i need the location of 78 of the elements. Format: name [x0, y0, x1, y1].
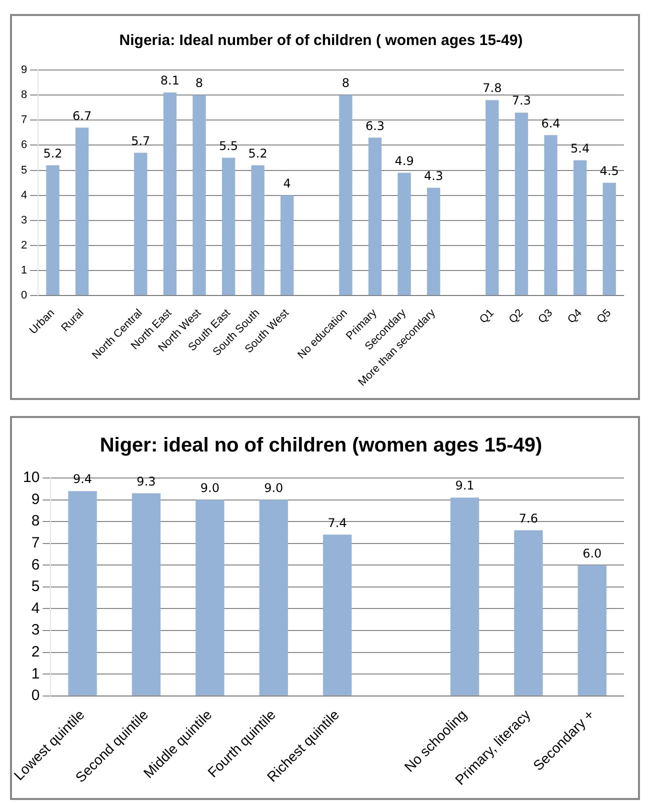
bar	[486, 100, 499, 296]
data-label: 7.8	[482, 81, 502, 96]
y-tick-label: 8	[20, 89, 28, 102]
data-label: 6.4	[541, 116, 560, 130]
y-tick-label: 9	[31, 490, 40, 508]
bar	[450, 498, 480, 696]
y-tick-label: 2	[31, 643, 40, 660]
x-tick-label: Q2	[506, 307, 526, 326]
y-tick-label: 2	[20, 239, 28, 252]
data-label: 8.1	[160, 74, 180, 88]
data-label: 9.0	[200, 480, 220, 495]
bar	[573, 160, 587, 296]
data-label: 4.3	[424, 168, 444, 183]
y-tick-label: 8	[31, 512, 40, 530]
data-label: 6.7	[72, 108, 92, 123]
data-label: 9.0	[264, 480, 284, 495]
bar	[251, 165, 264, 296]
data-label: 7.6	[518, 511, 538, 526]
bar	[46, 165, 60, 296]
bar	[75, 128, 89, 296]
y-tick-label: 4	[31, 600, 40, 617]
y-tick-label: 5	[31, 578, 40, 596]
data-label: 5.2	[248, 146, 268, 160]
data-label: 7.4	[328, 516, 347, 530]
y-tick-label: 7	[31, 534, 40, 552]
bar	[222, 158, 236, 296]
bar	[259, 500, 288, 696]
bar	[134, 152, 148, 296]
bar	[544, 135, 558, 296]
data-label: 5.5	[218, 138, 238, 153]
data-label: 7.3	[512, 94, 532, 108]
y-tick-label: 10	[22, 469, 40, 486]
chart-title: Nigeria: Ideal number of of children ( women ages 15-49)	[119, 32, 523, 50]
data-label: 4	[283, 176, 291, 190]
y-tick-label: 3	[31, 622, 40, 639]
data-label: 6.3	[365, 118, 385, 133]
bar	[68, 491, 97, 696]
bar	[196, 500, 224, 696]
data-label: 5.2	[43, 146, 62, 160]
data-label: 6.0	[582, 546, 602, 560]
x-tick-label: Q4	[565, 307, 584, 326]
data-label: 5.7	[131, 134, 150, 148]
y-tick-label: 6	[20, 139, 28, 152]
bar	[323, 534, 352, 696]
bar	[339, 95, 352, 296]
y-tick-label: 3	[20, 214, 28, 226]
data-label: 5.4	[570, 141, 590, 156]
x-tick-label: Q1	[478, 307, 496, 326]
bar	[426, 188, 440, 296]
y-tick-label: 1	[20, 264, 28, 277]
data-label: 8	[342, 76, 350, 90]
data-label: 8	[195, 76, 204, 90]
bar	[578, 565, 606, 696]
y-tick-label: 9	[20, 64, 28, 76]
data-label: 4.9	[394, 154, 414, 168]
bar	[163, 92, 177, 296]
y-tick-label: 0	[31, 687, 40, 704]
y-tick-label: 6	[31, 556, 40, 574]
data-label: 9.3	[136, 474, 156, 488]
bar	[192, 95, 206, 296]
y-tick-label: 5	[20, 164, 28, 176]
data-label: 4.5	[600, 164, 619, 178]
bar	[368, 138, 382, 296]
bar	[602, 182, 616, 296]
x-tick-label: Q5	[594, 307, 614, 326]
bar	[280, 195, 294, 296]
bar	[514, 112, 528, 296]
chart-title: Niger: ideal no of children (women ages 15-49)	[100, 434, 542, 457]
x-tick-label: Q3	[536, 307, 556, 326]
bar	[514, 530, 543, 696]
y-tick-label: 0	[20, 290, 28, 302]
data-label: 9.1	[455, 478, 474, 493]
y-tick-label: 7	[20, 114, 28, 126]
bar	[398, 172, 411, 296]
data-label: 9.4	[72, 472, 92, 486]
y-tick-label: 1	[31, 665, 40, 682]
y-tick-label: 4	[20, 189, 28, 202]
bar	[132, 493, 161, 696]
